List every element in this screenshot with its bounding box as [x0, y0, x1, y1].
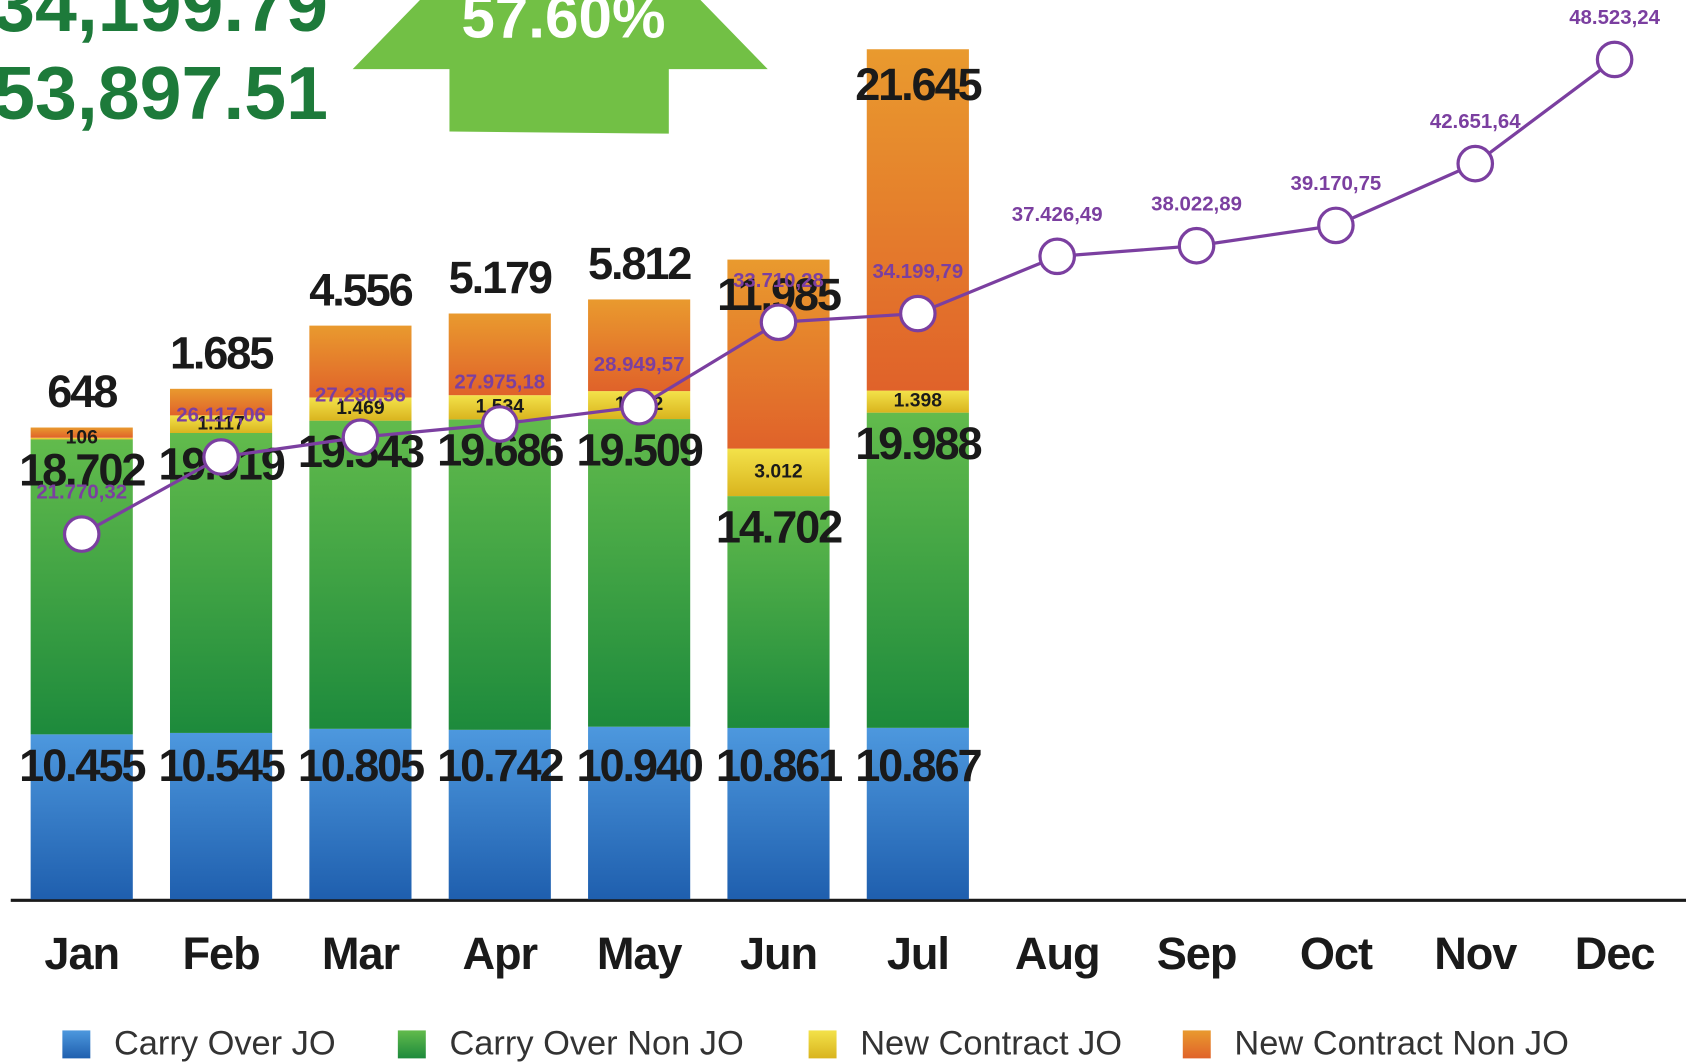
bar-segment: [169, 433, 273, 733]
value-label: 19.988: [855, 418, 981, 469]
legend-swatch: [62, 1030, 91, 1059]
x-tick-label: Jun: [740, 928, 817, 979]
value-label: 14.702: [716, 501, 842, 552]
line-point: [1038, 237, 1077, 276]
x-tick-label: Dec: [1575, 928, 1655, 979]
bar-segment: [309, 325, 412, 398]
line-value-label: 37.426,49: [1012, 204, 1103, 226]
line-value-label: 48.523,24: [1569, 7, 1660, 29]
legend-label: Carry Over JO: [114, 1025, 336, 1063]
value-label: 5.179: [449, 252, 552, 303]
bar-segment: [30, 427, 133, 438]
bar-segment: [169, 388, 273, 416]
legend-swatch: [397, 1030, 426, 1059]
value-label: 10.545: [158, 740, 284, 791]
bar-segment: [588, 419, 691, 727]
bar-segment: [727, 727, 830, 900]
value-label: 10.867: [855, 740, 981, 791]
value-label: 21.645: [855, 59, 981, 110]
value-label: 18.702: [19, 445, 145, 496]
line-value-label: 26.117,06: [176, 405, 266, 427]
bar-segment: [448, 419, 551, 730]
up-arrow: [352, 0, 768, 134]
value-label: 4.556: [309, 264, 412, 315]
x-tick-label: Jan: [44, 928, 119, 979]
line-point: [1595, 40, 1634, 79]
legend-swatch: [808, 1030, 837, 1059]
line-value-label: 33.710,28: [733, 270, 824, 292]
bar-segment: [30, 439, 133, 735]
value-label: 19.509: [577, 424, 703, 475]
line-point: [62, 515, 101, 553]
x-tick-label: Apr: [463, 928, 538, 979]
line-value-label: 27.230,56: [315, 385, 406, 407]
bar-segment: [588, 726, 691, 900]
line-value-label: 27.975,18: [454, 372, 545, 394]
line-value-label: 42.651,64: [1430, 111, 1521, 133]
legend-label: Carry Over Non JO: [449, 1025, 743, 1063]
bar-segment: [727, 496, 830, 728]
value-label: 10.940: [577, 740, 703, 791]
legend-label: New Contract JO: [860, 1025, 1122, 1063]
line-value-label: 38.022,89: [1151, 193, 1242, 215]
line-point: [1177, 226, 1216, 265]
line-point: [1456, 144, 1495, 183]
bar-segment: [866, 49, 969, 391]
x-tick-label: Jul: [887, 928, 949, 979]
line-value-label: 21.770,32: [36, 482, 127, 504]
x-tick-label: Nov: [1434, 928, 1517, 979]
line-point: [759, 303, 798, 342]
line-point: [1317, 206, 1355, 245]
x-tick-label: Oct: [1300, 928, 1373, 979]
x-tick-label: Aug: [1015, 928, 1100, 979]
bar-segment: [448, 729, 551, 900]
line-point: [480, 405, 519, 443]
value-label: 10.455: [19, 740, 145, 791]
line-point: [899, 294, 937, 333]
value-label: 10.805: [298, 740, 424, 791]
line-value-label: 28.949,57: [594, 354, 685, 376]
line: [80, 58, 1616, 536]
legend-swatch: [1182, 1030, 1211, 1059]
value-label: 5.812: [588, 238, 691, 289]
line-value-label: 34.199,79: [872, 261, 963, 283]
bar-segment: [866, 390, 969, 413]
bar-segment: [727, 448, 830, 497]
summary-value: 34,199.79: [0, 0, 328, 47]
line-point: [202, 438, 240, 476]
value-label: 3.012: [754, 460, 802, 482]
bar-segment: [727, 259, 830, 449]
x-tick-label: Feb: [183, 928, 260, 979]
value-label: 1.117: [197, 412, 244, 434]
bar-segment: [309, 397, 412, 421]
value-label: 1.398: [894, 390, 943, 412]
bar-segment: [30, 734, 133, 900]
bar-segment: [30, 437, 133, 440]
value-label: 648: [47, 366, 117, 417]
x-tick-label: May: [597, 928, 683, 979]
bar-segment: [866, 412, 969, 728]
bar-segment: [588, 299, 691, 392]
bar-segment: [866, 727, 969, 900]
bar-segment: [169, 415, 273, 434]
value-label: 1.469: [336, 397, 385, 419]
value-label: 10.742: [437, 740, 563, 791]
line-point: [341, 418, 380, 457]
value-label: 1.685: [170, 327, 273, 378]
line-point: [620, 387, 658, 426]
line-value-label: 39.170,75: [1290, 173, 1381, 195]
bar-segment: [448, 313, 551, 396]
value-label: 106: [66, 427, 99, 449]
bar-segment: [169, 732, 273, 900]
growth-label: 57.60%: [461, 0, 665, 51]
value-label: 10.861: [716, 740, 842, 791]
bar-segment: [309, 420, 412, 729]
bar-segment: [309, 728, 412, 900]
x-tick-label: Mar: [322, 928, 400, 979]
x-tick-label: Sep: [1157, 928, 1237, 979]
legend-label: New Contract Non JO: [1234, 1025, 1568, 1063]
summary-value: 53,897.51: [0, 51, 328, 135]
